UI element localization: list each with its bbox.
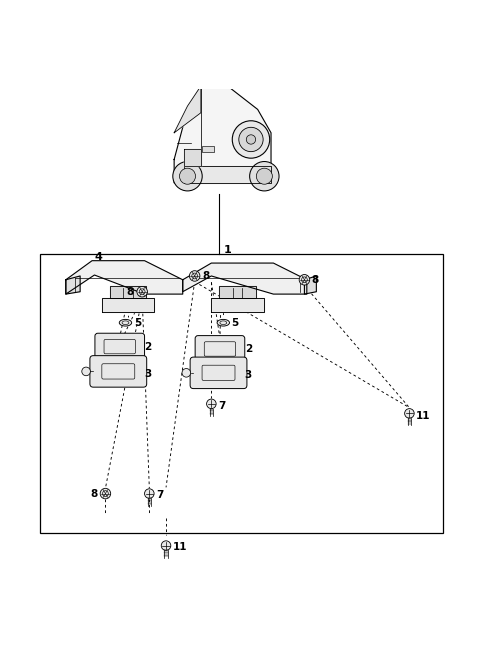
Circle shape (246, 135, 256, 144)
Text: 11: 11 (416, 411, 430, 421)
Text: 3: 3 (245, 370, 252, 380)
Bar (202, 146, 214, 151)
Polygon shape (110, 286, 146, 298)
Circle shape (173, 162, 202, 191)
Circle shape (299, 274, 310, 285)
Circle shape (239, 127, 263, 152)
Circle shape (137, 286, 147, 297)
Polygon shape (66, 261, 183, 294)
Text: 8: 8 (203, 271, 210, 281)
Circle shape (232, 121, 270, 158)
Circle shape (206, 399, 216, 409)
Circle shape (82, 367, 90, 376)
Circle shape (180, 168, 195, 184)
Text: 2: 2 (245, 344, 252, 354)
Polygon shape (211, 298, 264, 312)
Text: 8: 8 (312, 275, 319, 285)
Text: 5: 5 (134, 318, 141, 328)
Polygon shape (304, 276, 316, 294)
Polygon shape (174, 86, 271, 183)
Text: 7: 7 (156, 491, 164, 500)
Text: 11: 11 (173, 542, 188, 552)
Circle shape (190, 271, 200, 281)
Text: 8: 8 (91, 489, 98, 498)
Text: 5: 5 (231, 318, 239, 328)
Ellipse shape (217, 320, 229, 326)
Circle shape (144, 489, 154, 498)
Polygon shape (66, 276, 80, 294)
FancyBboxPatch shape (95, 333, 144, 360)
Polygon shape (217, 69, 254, 86)
FancyBboxPatch shape (195, 335, 245, 362)
FancyBboxPatch shape (190, 357, 247, 388)
Circle shape (100, 489, 111, 499)
Polygon shape (174, 86, 201, 133)
Polygon shape (184, 166, 271, 183)
Polygon shape (184, 149, 201, 166)
Text: 4: 4 (95, 252, 102, 262)
Text: 2: 2 (144, 342, 152, 352)
Circle shape (405, 409, 414, 418)
Polygon shape (183, 263, 307, 294)
Bar (39, 253, 443, 533)
Polygon shape (219, 286, 256, 298)
Circle shape (161, 541, 171, 550)
Circle shape (250, 162, 279, 191)
Polygon shape (102, 298, 154, 312)
Polygon shape (201, 66, 258, 86)
Circle shape (182, 369, 191, 377)
FancyBboxPatch shape (90, 356, 147, 387)
Ellipse shape (119, 320, 132, 326)
Circle shape (256, 168, 272, 184)
Text: 8: 8 (127, 287, 134, 297)
Text: 1: 1 (223, 245, 231, 255)
Text: 7: 7 (218, 401, 226, 411)
Text: 3: 3 (144, 369, 152, 379)
